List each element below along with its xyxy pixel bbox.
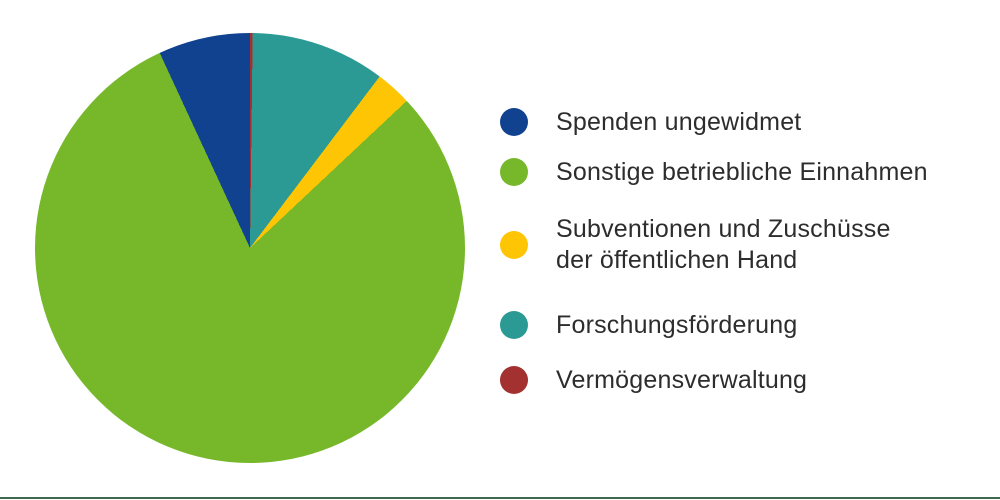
legend-label: Sonstige betriebliche Einnahmen	[556, 157, 928, 188]
legend-label-line: der öffentlichen Hand	[556, 246, 798, 274]
legend-item: Subventionen und Zuschüsse der öffentlich…	[500, 214, 891, 276]
pie-chart	[35, 33, 465, 463]
legend-label: Subventionen und Zuschüsse der öffentlich…	[556, 214, 891, 276]
legend-color-dot-icon	[500, 231, 528, 259]
legend-item: Spenden ungewidmet	[500, 105, 801, 139]
legend-label-line: Sonstige betriebliche Einnahmen	[556, 157, 928, 186]
legend-item: Vermögensverwaltung	[500, 363, 807, 397]
legend-label-line: Vermögensverwaltung	[556, 365, 808, 394]
bottom-divider	[0, 497, 1000, 499]
legend-color-dot-icon	[500, 108, 528, 136]
legend-label-line: Spenden ungewidmet	[556, 107, 802, 136]
legend-color-dot-icon	[500, 366, 528, 394]
legend: Spenden ungewidmet Sonstige betriebliche …	[500, 0, 980, 460]
legend-label: Spenden ungewidmet	[556, 107, 801, 138]
legend-item: Sonstige betriebliche Einnahmen	[500, 155, 928, 189]
legend-label-line: Forschungsförderung	[556, 310, 798, 339]
legend-color-dot-icon	[500, 311, 528, 339]
legend-label-line: Subventionen und Zuschüsse	[556, 215, 891, 243]
legend-label: Vermögensverwaltung	[556, 365, 807, 396]
legend-item: Forschungsförderung	[500, 308, 797, 342]
legend-color-dot-icon	[500, 158, 528, 186]
legend-label: Forschungsförderung	[556, 310, 797, 341]
